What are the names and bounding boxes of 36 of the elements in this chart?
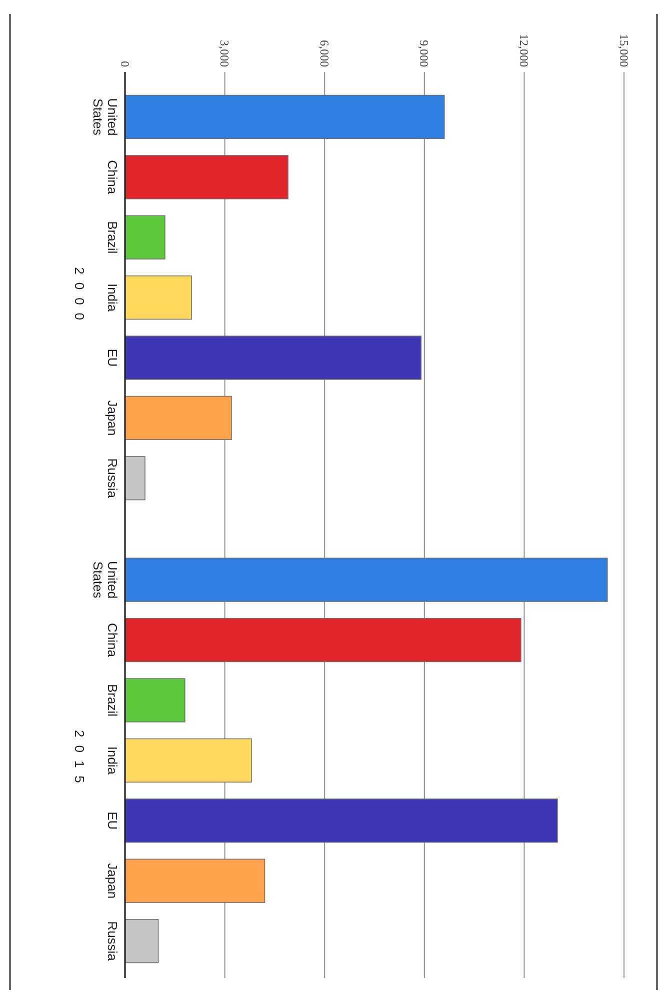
text: EU	[104, 812, 120, 830]
bar	[124, 918, 159, 964]
x-tick-label: 6,000	[317, 40, 332, 67]
y-tick-label: 2015	[72, 730, 87, 791]
bar	[124, 618, 522, 662]
text: China	[104, 160, 120, 195]
bar	[124, 858, 266, 903]
text: India	[104, 283, 120, 312]
text: Russia	[104, 921, 120, 961]
bar	[124, 738, 252, 783]
text: EU	[104, 348, 120, 367]
text: Brazil	[104, 221, 120, 254]
bar	[124, 215, 166, 260]
x-tick-label: 15,000	[616, 34, 631, 67]
bar	[124, 94, 445, 140]
bar	[124, 275, 192, 320]
x-tick-label: 0	[118, 61, 132, 67]
text: United States	[90, 561, 120, 599]
text: India	[104, 746, 120, 775]
text: Brazil	[104, 684, 120, 716]
text: Russia	[104, 458, 120, 499]
text: China	[104, 623, 120, 658]
text: United States	[90, 98, 120, 136]
x-tick-label: 9,000	[417, 40, 432, 67]
bar	[124, 396, 232, 440]
bar	[124, 798, 558, 843]
bar	[124, 155, 288, 200]
x-tick-label: 12,000	[517, 34, 531, 67]
text: Japan	[104, 863, 120, 899]
bar	[124, 336, 422, 380]
text: Japan	[104, 400, 120, 436]
bar	[124, 678, 186, 722]
bar	[124, 456, 146, 500]
bar	[124, 558, 608, 602]
x-tick-label: 3,000	[218, 40, 232, 67]
y-tick-label: 2000	[72, 267, 87, 328]
